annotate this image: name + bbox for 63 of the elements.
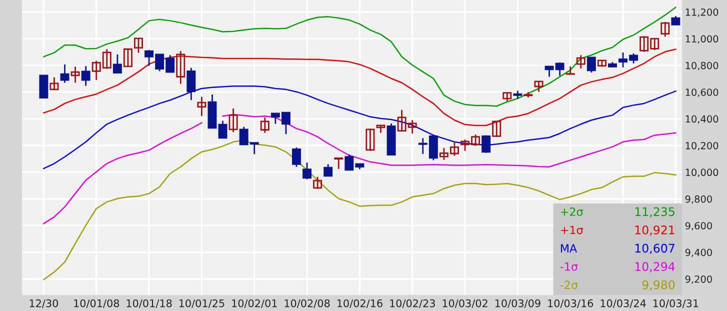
x-tick-label: 10/03/16 xyxy=(548,299,594,308)
y-tick-label: 10,800 xyxy=(686,62,718,70)
y-tick-label: 11,200 xyxy=(686,8,718,17)
x-tick-label: 10/01/25 xyxy=(179,299,224,308)
y-tick-label: 9,200 xyxy=(685,275,712,284)
annotation: 11,235 xyxy=(635,207,674,218)
candlestick xyxy=(302,162,312,180)
annotation: 10,294 xyxy=(635,262,675,272)
annotation: 10,921 xyxy=(635,225,674,236)
candlestick xyxy=(186,67,196,101)
candlestick xyxy=(123,48,132,68)
y-tick-label: 9,400 xyxy=(685,248,712,258)
candlestick xyxy=(112,54,122,74)
candlestick xyxy=(671,15,680,26)
text: -1σ xyxy=(560,262,578,271)
candlestick xyxy=(39,74,48,99)
candlestick xyxy=(228,108,238,133)
x-tick-label: 10/01/18 xyxy=(126,299,172,308)
y-tick-label: 10,000 xyxy=(686,168,718,178)
candlestick xyxy=(660,21,670,38)
text: +2σ xyxy=(561,208,583,216)
candlestick xyxy=(492,120,502,138)
candlestick xyxy=(70,66,80,84)
candlestick xyxy=(292,146,301,168)
x-tick-label: 10/02/16 xyxy=(337,299,382,308)
y-tick-label: 9,800 xyxy=(685,195,712,204)
candlestick xyxy=(197,96,206,117)
y-tick-label: 10,400 xyxy=(686,115,718,124)
x-tick-label: 10/01/08 xyxy=(74,299,120,308)
y-tick-label: 9,600 xyxy=(685,222,712,230)
x-tick-label: 10/03/31 xyxy=(653,299,698,308)
x-tick-label: 10/03/02 xyxy=(442,299,488,308)
candlestick xyxy=(482,134,491,154)
candlestick xyxy=(176,50,186,85)
line-series xyxy=(43,6,676,107)
candlestick xyxy=(260,116,270,134)
candlestick xyxy=(366,128,375,152)
x-tick-label: 10/02/08 xyxy=(284,299,330,308)
candlestick xyxy=(534,80,544,93)
text: -2σ xyxy=(560,280,578,290)
text: MA xyxy=(560,244,577,252)
annotation: 9,980 xyxy=(642,280,675,290)
line-series xyxy=(43,48,676,126)
candlestick xyxy=(334,157,344,170)
text: +1σ xyxy=(561,226,583,234)
annotation: 10,607 xyxy=(635,244,674,254)
candlestick xyxy=(134,38,143,54)
candlestick xyxy=(81,65,90,87)
x-tick-label: 10/02/23 xyxy=(390,299,435,308)
x-tick-label: 10/02/01 xyxy=(232,299,277,308)
y-tick-label: 10,600 xyxy=(686,88,718,97)
candlestick xyxy=(50,76,59,91)
y-tick-label: 11,000 xyxy=(686,35,718,44)
candlestick xyxy=(313,176,322,190)
candlestick xyxy=(576,54,586,70)
candlestick xyxy=(60,64,70,84)
y-tick-label: 10,200 xyxy=(686,142,718,150)
x-tick-label: 12/30 xyxy=(30,299,58,308)
candlestick xyxy=(324,163,333,177)
x-tick-label: 10/03/09 xyxy=(495,299,540,308)
candlestick xyxy=(218,120,228,139)
candlestick xyxy=(586,56,596,74)
x-tick-label: 10/03/24 xyxy=(600,299,646,308)
